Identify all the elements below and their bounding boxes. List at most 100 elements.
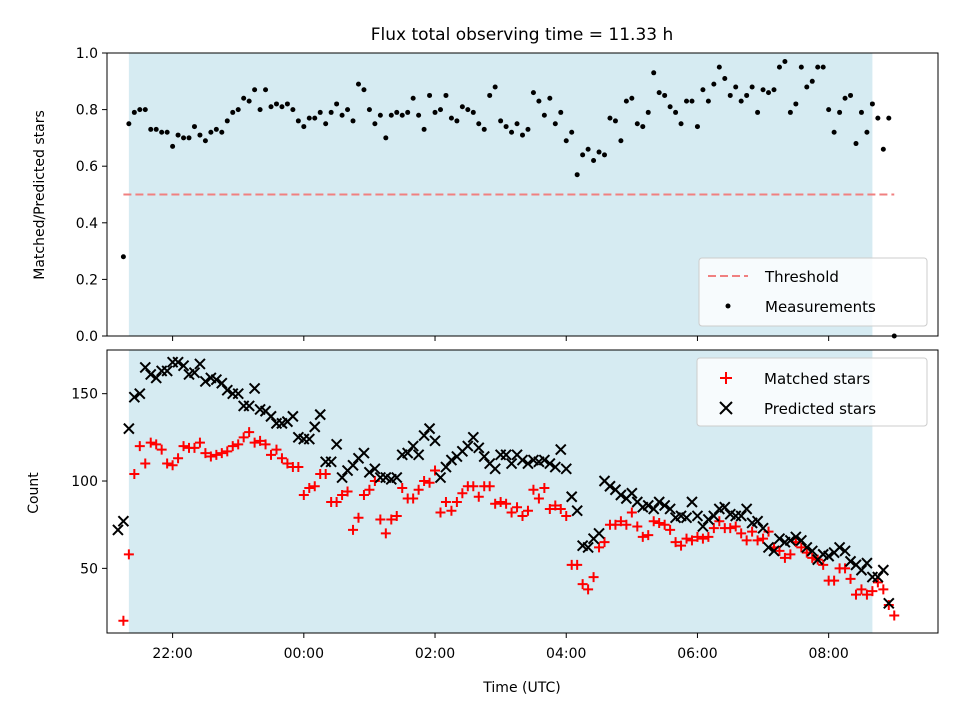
bottom-y-axis-label: Count (26, 472, 42, 514)
matched-star-point (249, 437, 260, 448)
measurement-point (869, 101, 875, 107)
matched-star-point (577, 579, 588, 590)
measurement-point (837, 109, 843, 115)
predicted-star-point (161, 365, 173, 377)
matched-star-point (637, 531, 648, 542)
matched-star-point (676, 540, 687, 551)
matched-star-point (304, 483, 315, 494)
legend-matched-swatch (720, 372, 732, 384)
measurement-point (689, 98, 695, 104)
predicted-star-point (440, 461, 452, 473)
measurement-point (191, 124, 197, 130)
measurement-point (159, 129, 165, 135)
matched-star-point (501, 498, 512, 509)
predicted-star-point (855, 564, 868, 576)
matched-star-point (583, 584, 594, 595)
measurement-point (241, 95, 247, 101)
measurement-point (388, 112, 394, 118)
matched-star-point (435, 507, 446, 518)
predicted-star-point (401, 447, 414, 459)
predicted-star-point (822, 550, 835, 562)
predicted-star-point (844, 555, 857, 568)
predicted-star-point (697, 520, 709, 533)
measurement-point (126, 121, 132, 127)
matched-star-point (856, 584, 867, 595)
measurement-point (727, 92, 733, 98)
matched-star-point (413, 484, 424, 495)
matched-star-point (233, 439, 244, 450)
predicted-star-point (708, 510, 720, 522)
measurement-point (372, 121, 378, 127)
predicted-star-point (801, 541, 813, 554)
measurement-point (864, 129, 870, 135)
top-y-tick-label: 0.6 (76, 159, 98, 175)
predicted-star-point (210, 373, 223, 386)
predicted-star-point (303, 433, 315, 445)
measurement-point (640, 124, 646, 130)
measurement-point (569, 129, 575, 135)
measurement-point (793, 101, 799, 107)
predicted-star-point (128, 391, 141, 403)
matched-star-point (173, 453, 184, 464)
matched-star-point (151, 439, 162, 450)
measurement-point (361, 87, 367, 93)
measurement-point (809, 78, 815, 84)
matched-star-point (216, 448, 227, 459)
measurement-point (290, 107, 296, 113)
predicted-star-point (593, 527, 605, 540)
predicted-star-point (407, 440, 419, 452)
matched-star-point (708, 523, 719, 534)
measurement-point (350, 118, 356, 124)
predicted-star-point (462, 440, 474, 452)
bottom-axes-frame (106, 349, 939, 634)
measurement-point (700, 87, 706, 93)
predicted-star-point (243, 400, 255, 412)
matched-star-point (785, 549, 796, 560)
matched-star-point (850, 589, 861, 600)
predicted-star-point (194, 358, 206, 370)
measurement-point (301, 124, 307, 130)
matched-star-point (861, 589, 872, 600)
measurement-point (634, 121, 640, 127)
measurement-point (208, 129, 214, 135)
matched-star-point (430, 465, 441, 476)
matched-star-point (244, 427, 255, 438)
top-y-tick-label: 0.0 (76, 329, 98, 345)
predicted-star-point (216, 377, 228, 389)
measurement-point (651, 70, 657, 76)
measurement-point (487, 92, 493, 98)
matched-star-point (145, 437, 156, 448)
matched-star-point (878, 584, 889, 595)
predicted-star-point (412, 449, 425, 461)
matched-star-point (353, 512, 364, 523)
measurement-point (716, 64, 722, 70)
measurement-point (607, 115, 613, 121)
matched-star-point (386, 514, 397, 525)
matched-star-point (123, 549, 134, 560)
predicted-star-point (199, 375, 212, 388)
matched-star-point (632, 521, 643, 532)
matched-star-point (440, 496, 451, 507)
predicted-star-point (478, 450, 490, 463)
measurement-point (213, 126, 219, 132)
matched-star-point (211, 449, 222, 460)
measurement-point (470, 109, 476, 115)
measurement-point (235, 107, 241, 113)
predicted-star-point (762, 541, 775, 554)
matched-star-point (654, 517, 665, 528)
predicted-star-point (150, 372, 162, 384)
measurement-point (667, 104, 673, 110)
matched-star-point (194, 437, 205, 448)
measurement-point (170, 143, 176, 149)
predicted-star-point (686, 496, 698, 508)
measurement-point (853, 141, 859, 147)
predicted-star-point (467, 431, 480, 444)
measurement-point (798, 64, 804, 70)
matched-star-point (561, 510, 572, 521)
matched-star-point (408, 493, 419, 504)
top-legend: Threshold Measurements (698, 257, 928, 327)
legend-measurements-label: Measurements (765, 298, 876, 316)
measurement-point (776, 64, 782, 70)
measurement-point (612, 118, 618, 124)
predicted-star-point (139, 361, 151, 374)
